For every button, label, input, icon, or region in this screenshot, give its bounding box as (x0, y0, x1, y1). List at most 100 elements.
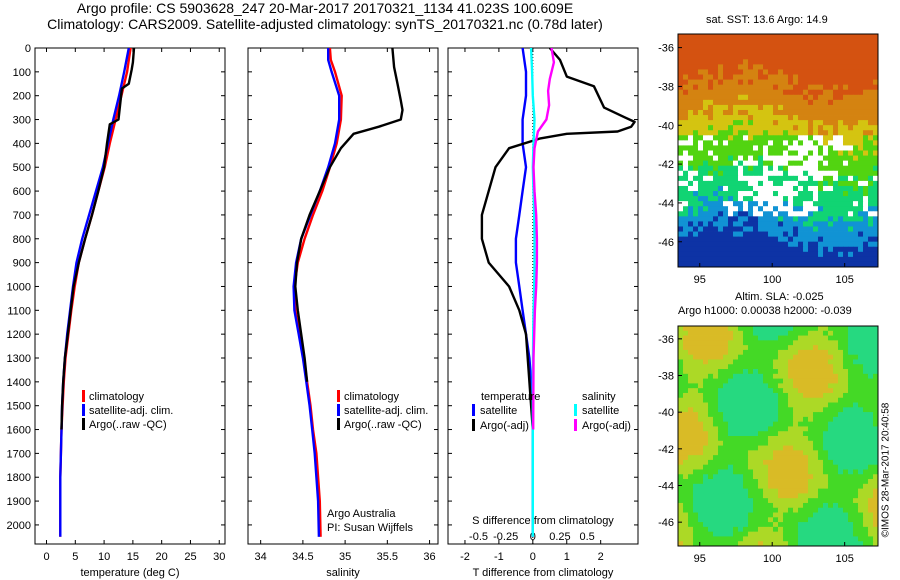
map-cell (858, 125, 864, 131)
map-cell (708, 236, 714, 243)
map-cell (688, 469, 694, 475)
map-cell (778, 211, 784, 217)
map-cell (773, 206, 779, 212)
map-cell (718, 130, 724, 136)
map-cell (698, 359, 704, 365)
map-cell (728, 412, 734, 418)
map-cell (738, 488, 744, 494)
map-cell (828, 261, 834, 268)
map-cell (688, 59, 694, 65)
map-cell (793, 345, 799, 351)
map-cell (693, 135, 699, 141)
map-cell (823, 79, 829, 86)
map-cell (813, 59, 819, 65)
map-cell (798, 109, 804, 116)
map-cell (723, 469, 729, 475)
map-cell (828, 364, 834, 370)
map-cell (843, 455, 849, 461)
map-cell (833, 402, 839, 408)
map-cell (818, 120, 824, 126)
map-cell (848, 392, 854, 399)
map-cell (863, 354, 869, 360)
map-cell (713, 416, 719, 423)
map-cell (753, 402, 759, 408)
map-cell (843, 99, 849, 106)
map-cell (703, 155, 709, 162)
map-cell (718, 64, 724, 70)
map-cell (713, 231, 719, 238)
map-cell (743, 445, 749, 451)
map-cell (693, 231, 699, 238)
map-cell (743, 373, 749, 380)
map-cell (808, 104, 814, 111)
map-cell (853, 256, 859, 263)
map-cell (703, 440, 709, 446)
map-cell (808, 145, 814, 151)
map-cell (693, 335, 699, 341)
map-cell (858, 364, 864, 370)
map-cell (758, 378, 764, 384)
map-cell (698, 130, 704, 136)
map-cell (768, 517, 774, 523)
map-cell (678, 512, 684, 518)
map-cell (873, 135, 879, 141)
map-cell (778, 226, 784, 232)
map-cell (758, 130, 764, 136)
map-cell (773, 450, 779, 456)
map-cell (713, 502, 719, 509)
map-cell (808, 54, 814, 60)
map-cell (748, 39, 754, 45)
map-cell (833, 135, 839, 141)
map-cell (713, 397, 719, 403)
map-cell (683, 522, 689, 528)
map-cell (833, 517, 839, 523)
map-cell (723, 421, 729, 427)
map-cell (688, 464, 694, 470)
map-cell (763, 109, 769, 116)
map-cell (848, 236, 854, 243)
map-cell (838, 440, 844, 446)
map-cell (703, 241, 709, 248)
map-cell (718, 211, 724, 217)
map-cell (678, 109, 684, 116)
map-cell (683, 54, 689, 60)
map-cell (808, 226, 814, 232)
map-cell (788, 536, 794, 542)
map-cell (863, 383, 869, 389)
map-cell (768, 531, 774, 537)
map-cell (678, 536, 684, 542)
map-cell (708, 140, 714, 146)
map-cell (758, 479, 764, 485)
map-cell (793, 383, 799, 389)
map-cell (813, 115, 819, 121)
map-cell (793, 99, 799, 106)
map-cell (748, 512, 754, 518)
map-cell (693, 196, 699, 202)
map-cell (788, 402, 794, 408)
map-cell (868, 426, 874, 432)
map-cell (783, 201, 789, 207)
map-cell (823, 74, 829, 80)
map-cell (738, 359, 744, 365)
map-cell (728, 180, 734, 187)
map-cell (788, 104, 794, 111)
map-cell (688, 115, 694, 121)
map-cell (833, 421, 839, 427)
map-cell (733, 140, 739, 146)
map-cell (833, 221, 839, 227)
y-tick-label: -36 (658, 43, 674, 55)
map-cell (843, 140, 849, 146)
map-cell (803, 464, 809, 470)
y-tick-label: 800 (13, 234, 31, 246)
map-cell (683, 64, 689, 70)
map-cell (733, 440, 739, 446)
map-cell (853, 431, 859, 437)
map-cell (873, 44, 879, 50)
map-cell (798, 436, 804, 442)
map-cell (723, 522, 729, 528)
map-cell (713, 44, 719, 50)
map-cell (733, 526, 739, 533)
map-cell (743, 526, 749, 533)
map-cell (693, 44, 699, 50)
map-cell (868, 130, 874, 136)
